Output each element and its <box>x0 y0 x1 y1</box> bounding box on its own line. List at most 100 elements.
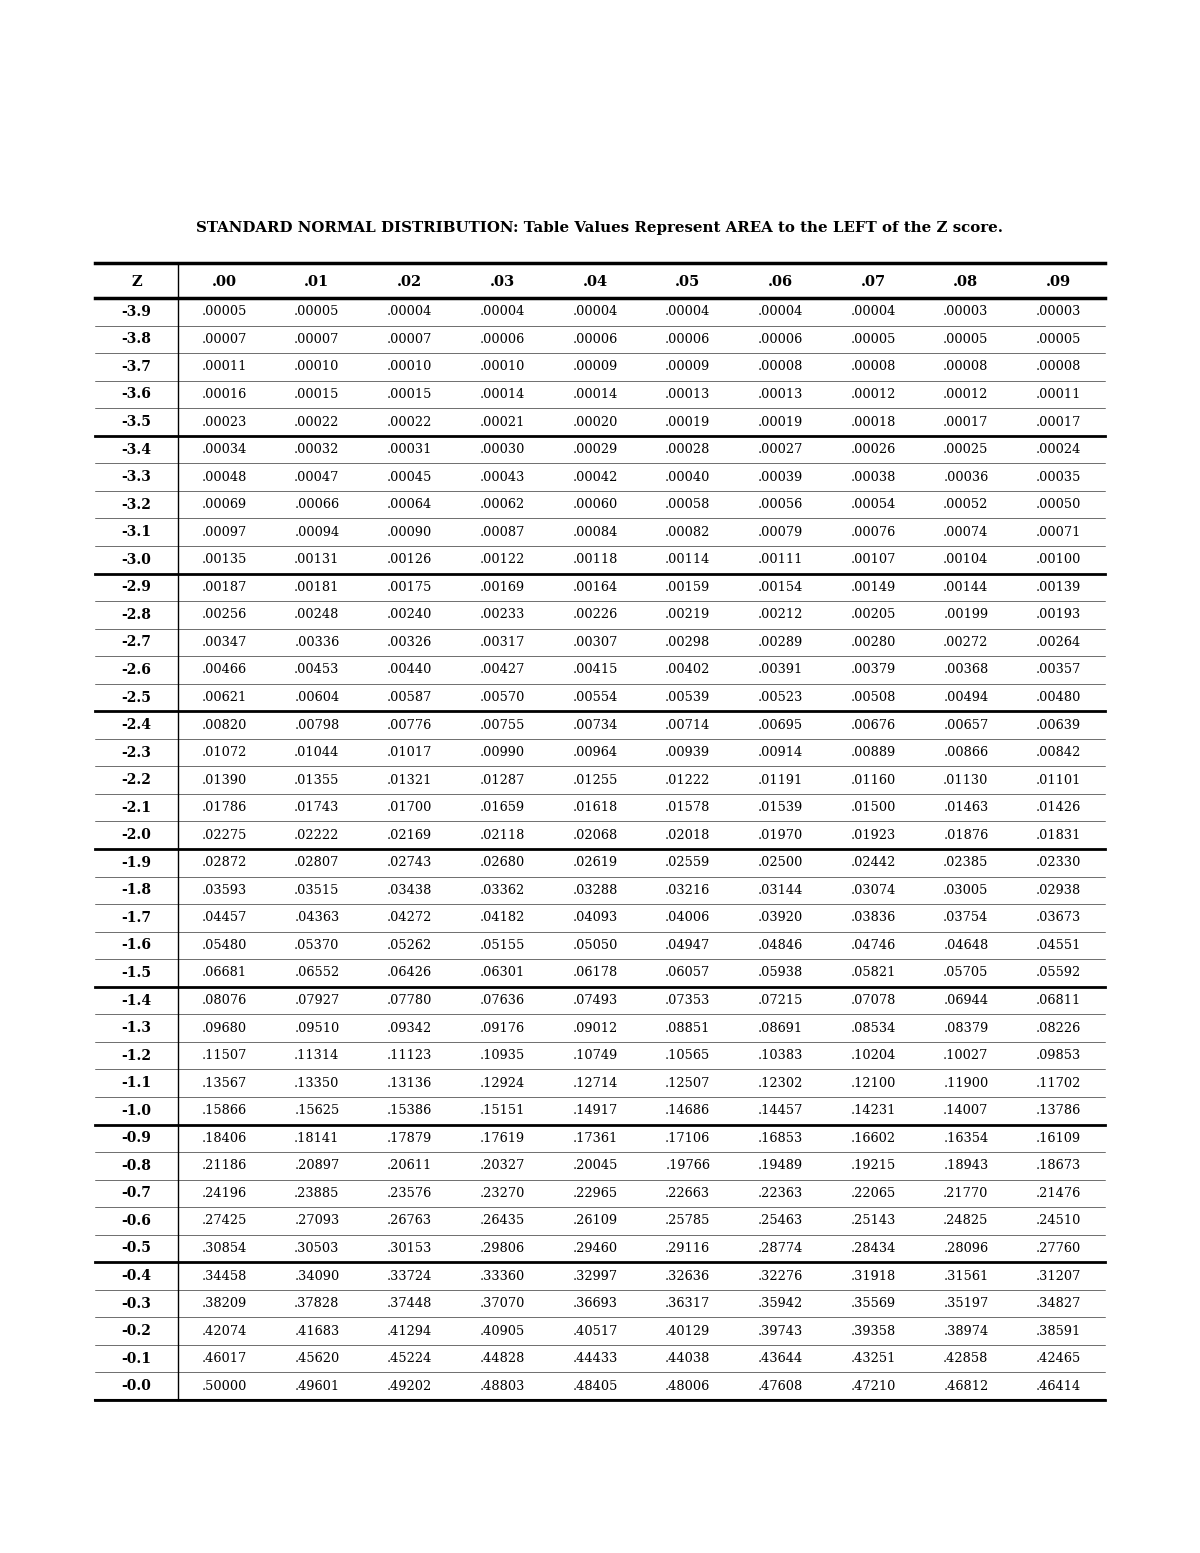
Text: .00639: .00639 <box>1036 719 1081 731</box>
Text: .00131: .00131 <box>294 553 340 567</box>
Text: .09853: .09853 <box>1036 1050 1081 1062</box>
Text: .29116: .29116 <box>665 1242 710 1255</box>
Text: -2.2: -2.2 <box>121 773 151 787</box>
Text: -1.5: -1.5 <box>121 966 151 980</box>
Text: .01355: .01355 <box>294 773 340 787</box>
Text: .05480: .05480 <box>202 940 247 952</box>
Text: .03438: .03438 <box>386 884 432 896</box>
Text: .00043: .00043 <box>480 471 526 483</box>
Text: .38591: .38591 <box>1036 1325 1081 1337</box>
Text: .00013: .00013 <box>665 388 710 401</box>
Text: -1.7: -1.7 <box>121 912 151 926</box>
Text: .00040: .00040 <box>665 471 710 483</box>
Text: .07636: .07636 <box>480 994 524 1006</box>
Text: .12924: .12924 <box>480 1076 524 1090</box>
Text: .46017: .46017 <box>202 1353 247 1365</box>
Text: .01044: .01044 <box>294 745 340 759</box>
Text: .15151: .15151 <box>480 1104 526 1117</box>
Text: .37828: .37828 <box>294 1297 340 1311</box>
Text: .28096: .28096 <box>943 1242 989 1255</box>
Text: .15866: .15866 <box>202 1104 247 1117</box>
Text: .23885: .23885 <box>294 1186 340 1200</box>
Text: .05: .05 <box>676 275 701 289</box>
Text: .09510: .09510 <box>294 1022 340 1034</box>
Text: .00212: .00212 <box>757 609 803 621</box>
Text: .00021: .00021 <box>480 416 526 429</box>
Text: -1.8: -1.8 <box>121 884 151 898</box>
Text: .02938: .02938 <box>1036 884 1081 896</box>
Text: .00066: .00066 <box>294 499 340 511</box>
Text: .00440: .00440 <box>386 663 432 677</box>
Text: .00094: .00094 <box>294 526 340 539</box>
Text: .00007: .00007 <box>202 332 247 346</box>
Text: -0.1: -0.1 <box>121 1351 151 1365</box>
Text: .02807: .02807 <box>294 856 340 870</box>
Text: .03362: .03362 <box>480 884 524 896</box>
Text: .50000: .50000 <box>202 1379 247 1393</box>
Text: .00866: .00866 <box>943 745 989 759</box>
Text: .00012: .00012 <box>851 388 896 401</box>
Text: .01500: .01500 <box>851 801 896 814</box>
Text: .02619: .02619 <box>572 856 618 870</box>
Text: .00010: .00010 <box>480 360 526 373</box>
Text: .00036: .00036 <box>943 471 989 483</box>
Text: .00: .00 <box>211 275 236 289</box>
Text: .00006: .00006 <box>572 332 618 346</box>
Text: .00755: .00755 <box>480 719 526 731</box>
Text: .38974: .38974 <box>943 1325 989 1337</box>
Text: .00047: .00047 <box>294 471 340 483</box>
Text: .05592: .05592 <box>1036 966 1081 980</box>
Text: -3.3: -3.3 <box>121 471 151 485</box>
Text: .00100: .00100 <box>1036 553 1081 567</box>
Text: .07078: .07078 <box>851 994 896 1006</box>
Text: .35197: .35197 <box>943 1297 989 1311</box>
Text: .00111: .00111 <box>757 553 803 567</box>
Text: .19766: .19766 <box>665 1160 710 1173</box>
Text: .00045: .00045 <box>386 471 432 483</box>
Text: .17619: .17619 <box>480 1132 524 1145</box>
Text: .00914: .00914 <box>758 745 803 759</box>
Text: .02385: .02385 <box>943 856 989 870</box>
Text: .21770: .21770 <box>943 1186 989 1200</box>
Text: .31918: .31918 <box>851 1269 896 1283</box>
Text: .00004: .00004 <box>572 306 618 318</box>
Text: .14007: .14007 <box>943 1104 989 1117</box>
Text: -2.3: -2.3 <box>121 745 151 759</box>
Text: .00889: .00889 <box>851 745 896 759</box>
Text: .00042: .00042 <box>572 471 618 483</box>
Text: .02222: .02222 <box>294 829 340 842</box>
Text: .12100: .12100 <box>851 1076 896 1090</box>
Text: .33360: .33360 <box>480 1269 524 1283</box>
Text: .26109: .26109 <box>572 1214 618 1227</box>
Text: .02872: .02872 <box>202 856 247 870</box>
Text: -2.8: -2.8 <box>121 607 151 621</box>
Text: .00058: .00058 <box>665 499 710 511</box>
Text: .05155: .05155 <box>480 940 526 952</box>
Text: .00097: .00097 <box>202 526 247 539</box>
Text: .00842: .00842 <box>1036 745 1081 759</box>
Text: .08691: .08691 <box>758 1022 803 1034</box>
Text: .13350: .13350 <box>294 1076 340 1090</box>
Text: .00714: .00714 <box>665 719 710 731</box>
Text: .01130: .01130 <box>943 773 989 787</box>
Text: .04746: .04746 <box>851 940 896 952</box>
Text: .00032: .00032 <box>294 443 340 457</box>
Text: .00015: .00015 <box>294 388 340 401</box>
Text: .18673: .18673 <box>1036 1160 1081 1173</box>
Text: .10749: .10749 <box>572 1050 618 1062</box>
Text: .00009: .00009 <box>665 360 710 373</box>
Text: .09012: .09012 <box>572 1022 618 1034</box>
Text: .00114: .00114 <box>665 553 710 567</box>
Text: .02118: .02118 <box>480 829 526 842</box>
Text: .03920: .03920 <box>758 912 803 924</box>
Text: .13786: .13786 <box>1036 1104 1081 1117</box>
Text: .00154: .00154 <box>757 581 803 593</box>
Text: .00048: .00048 <box>202 471 247 483</box>
Text: .00289: .00289 <box>758 635 803 649</box>
Text: -0.8: -0.8 <box>121 1159 151 1173</box>
Text: .01970: .01970 <box>758 829 803 842</box>
Text: .00019: .00019 <box>758 416 803 429</box>
Text: .01659: .01659 <box>480 801 524 814</box>
Text: .38209: .38209 <box>202 1297 247 1311</box>
Text: .01191: .01191 <box>758 773 803 787</box>
